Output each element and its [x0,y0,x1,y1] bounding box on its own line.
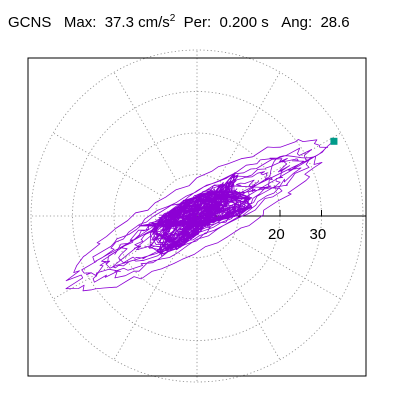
plot-frame [27,57,367,377]
grid-spoke-240 [113,251,177,360]
chart-title: GCNS Max: 37.3 cm/s2 Per: 0.200 s Ang: 2… [8,14,350,38]
angle-value: 28.6 [320,14,350,31]
period-label: Per: [183,14,212,31]
grid-spoke-60 [217,72,281,181]
max-exponent: 2 [169,13,176,24]
grid-spoke-210 [53,236,162,300]
orbit-trace [65,139,335,292]
ring-labels: 20 30 [268,226,326,243]
ring-label-30: 30 [310,226,327,243]
grid-spoke-120 [113,72,177,181]
max-label: Max: [63,14,97,31]
period-value: 0.200 s [219,14,269,31]
angle-label: Ang: [281,14,313,31]
end-marker-group [330,137,338,145]
max-value: 37.3 cm/s2 [104,13,176,32]
grid-spoke-150 [53,132,162,196]
station-code: GCNS [8,14,52,31]
grid-spoke-330 [232,236,341,300]
end-marker [330,137,338,145]
orbit-path [65,139,335,292]
ring-label-20: 20 [268,226,285,243]
grid-spoke-300 [217,251,281,360]
